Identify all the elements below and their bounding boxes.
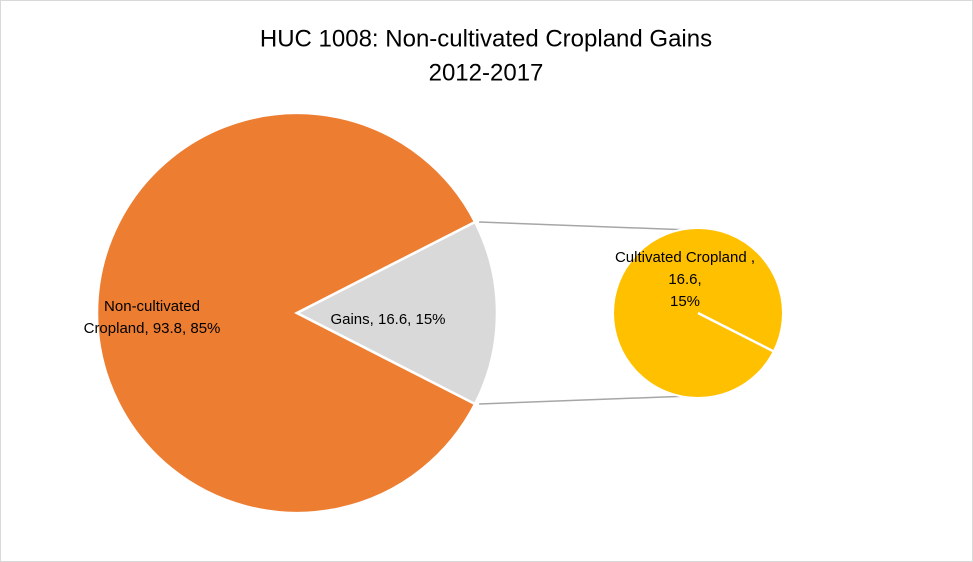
chart-subtitle: 2012-2017: [429, 59, 544, 86]
data-label: Cropland, 93.8, 85%: [84, 320, 221, 337]
slice-edge: [697, 311, 775, 353]
pie-slice: [95, 111, 477, 515]
pie-slice: [294, 220, 499, 406]
connector-line: [479, 395, 691, 405]
data-label: Cultivated Cropland ,: [615, 249, 755, 266]
data-label: 15%: [670, 293, 700, 310]
data-label: Non-cultivated: [104, 298, 200, 315]
connector-line: [479, 221, 691, 231]
data-label: Gains, 16.6, 15%: [330, 311, 445, 328]
data-label: 16.6,: [668, 271, 701, 288]
chart-title: HUC 1008: Non-cultivated Cropland Gains: [260, 25, 712, 52]
